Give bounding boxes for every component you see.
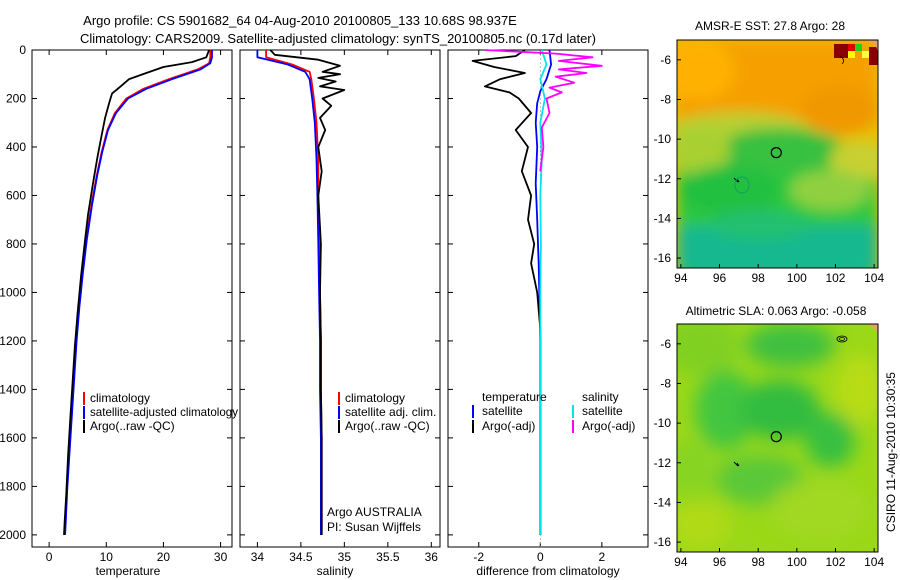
legend-header-salinity: salinity xyxy=(582,390,619,404)
map-x-tick-label: 94 xyxy=(674,271,688,285)
map-x-tick-label: 104 xyxy=(864,555,884,569)
map-x-tick-label: 100 xyxy=(787,271,807,285)
salinity-legend: climatology satellite adj. clim. Argo(..… xyxy=(338,391,436,433)
map-x-tick-label: 98 xyxy=(751,271,765,285)
argo-position-marker xyxy=(770,147,782,159)
sla-map-title: Altimetric SLA: 0.063 Argo: -0.058 xyxy=(686,304,867,318)
y-tick-label: 1400 xyxy=(0,382,26,396)
series-line-climatology xyxy=(265,50,323,535)
map-x-tick-label: 96 xyxy=(713,271,727,285)
difference-chart: -2 0 2 xyxy=(448,49,648,564)
map-x-tick-label: 104 xyxy=(864,271,884,285)
map-y-tick-label: -6 xyxy=(660,53,671,67)
y-tick-label: 400 xyxy=(6,140,26,154)
legend-label-sal-argo: Argo(-adj) xyxy=(582,419,635,433)
y-tick-label: 1000 xyxy=(0,285,26,299)
y-tick-label: 200 xyxy=(6,91,26,105)
salinity-xlabel: salinity xyxy=(317,564,354,578)
map-y-tick-label: -14 xyxy=(654,211,672,225)
y-tick-label: 600 xyxy=(6,188,26,202)
y-tick-label: 800 xyxy=(6,237,26,251)
series-line-climatology xyxy=(63,50,212,535)
series-line-temperature-argo-adj xyxy=(471,49,542,535)
sst-map-frame xyxy=(676,39,879,269)
map-y-tick-label: -16 xyxy=(654,535,672,549)
series-line-salinity-argo-adj xyxy=(484,49,603,172)
sst-map-field xyxy=(677,40,878,268)
x-tick-label: 34 xyxy=(251,550,265,564)
legend-label-climatology: climatology xyxy=(345,391,405,405)
x-tick-label: 10 xyxy=(100,550,114,564)
difference-panel-frame xyxy=(447,49,649,548)
float-owner-annotation: Argo AUSTRALIA xyxy=(327,505,422,519)
legend-label-sal-satellite: satellite xyxy=(582,404,623,418)
legend-label-argo: Argo(..raw -QC) xyxy=(345,419,430,433)
x-tick-label: 34.5 xyxy=(289,550,313,564)
sla-map-frame xyxy=(676,323,879,553)
x-tick-label: 20 xyxy=(157,550,171,564)
map-y-tick-label: -12 xyxy=(654,172,672,186)
series-line-argo-raw-qc xyxy=(63,49,210,535)
map-y-tick-label: -14 xyxy=(654,495,672,509)
temperature-panel-frame xyxy=(31,49,233,548)
figure-title-line2: Climatology: CARS2009. Satellite-adjuste… xyxy=(80,31,596,46)
y-tick-label: 0 xyxy=(19,43,26,57)
map-x-tick-label: 102 xyxy=(825,555,845,569)
map-y-tick-label: -8 xyxy=(660,92,671,106)
generation-stamp: CSIRO 11-Aug-2010 10:30:35 xyxy=(884,372,898,532)
map-x-tick-label: 96 xyxy=(713,555,727,569)
x-tick-label: 30 xyxy=(214,550,228,564)
legend-label-temp-argo: Argo(-adj) xyxy=(482,419,535,433)
sst-map-axes: 94 96 98 100 102 104 -6 -8 -10 -12 -14 -16 xyxy=(654,53,885,285)
map-y-tick-label: -12 xyxy=(654,456,672,470)
x-tick-label: 35.5 xyxy=(376,550,400,564)
salinity-chart: 34 34.5 35 35.5 36 xyxy=(240,49,440,564)
legend-label-argo: Argo(..raw -QC) xyxy=(90,419,175,433)
sla-map-axes: 94 96 98 100 102 104 -6 -8 -10 -12 -14 -16 xyxy=(654,337,885,569)
temperature-xlabel: temperature xyxy=(96,564,161,578)
x-tick-label: 2 xyxy=(599,550,606,564)
map-x-tick-label: 100 xyxy=(787,555,807,569)
legend-label-satellite: satellite-adjusted climatology xyxy=(90,405,238,419)
difference-legend: temperature satellite Argo(-adj) salinit… xyxy=(472,390,635,433)
series-line-satellite-adj-clim xyxy=(256,50,322,535)
argo-position-marker xyxy=(770,431,782,443)
map-y-tick-label: -6 xyxy=(660,337,671,351)
map-x-tick-label: 102 xyxy=(825,271,845,285)
x-tick-label: -2 xyxy=(473,550,484,564)
sla-map-field xyxy=(677,324,878,552)
x-tick-label: 36 xyxy=(425,550,439,564)
sst-map-title: AMSR-E SST: 27.8 Argo: 28 xyxy=(695,19,845,33)
series-line-satellite-adjusted-climatology xyxy=(64,50,213,535)
x-tick-label: 35 xyxy=(338,550,352,564)
y-tick-label: 1800 xyxy=(0,479,26,493)
map-y-tick-label: -16 xyxy=(654,251,672,265)
map-x-tick-label: 98 xyxy=(751,555,765,569)
legend-header-temperature: temperature xyxy=(482,390,547,404)
temperature-chart: 0 10 20 30 0 200 400 600 800 1000 1200 1400 1600 1800… xyxy=(0,43,232,564)
legend-label-satellite: satellite adj. clim. xyxy=(345,405,436,419)
y-tick-label: 1200 xyxy=(0,334,26,348)
map-y-tick-label: -8 xyxy=(660,376,671,390)
series-line-argo-raw-qc xyxy=(269,49,346,535)
x-tick-label: 0 xyxy=(46,550,53,564)
y-tick-label: 2000 xyxy=(0,528,26,542)
temperature-legend: climatology satellite-adjusted climatolo… xyxy=(83,391,238,433)
y-tick-label: 1600 xyxy=(0,431,26,445)
x-tick-label: 0 xyxy=(537,550,544,564)
salinity-panel-frame xyxy=(239,49,441,548)
figure-title-line1: Argo profile: CS 5901682_64 04-Aug-2010 … xyxy=(83,13,517,28)
legend-label-temp-satellite: satellite xyxy=(482,404,523,418)
legend-label-climatology: climatology xyxy=(90,391,150,405)
map-y-tick-label: -10 xyxy=(654,132,672,146)
difference-xlabel: difference from climatology xyxy=(476,564,619,578)
map-y-tick-label: -10 xyxy=(654,416,672,430)
map-x-tick-label: 94 xyxy=(674,555,688,569)
principal-investigator-annotation: PI: Susan Wijffels xyxy=(327,520,421,534)
